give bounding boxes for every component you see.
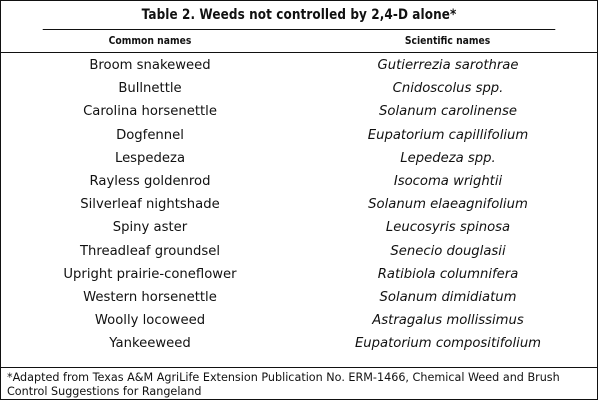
common-name-cell: Silverleaf nightshade	[80, 197, 220, 213]
table-row: Spiny aster Leucosyris spinosa	[1, 216, 597, 239]
scientific-name-cell: Eupatorium capillifolium	[367, 127, 529, 143]
header-scientific-names-cell: Scientific names	[299, 35, 597, 47]
scientific-name-cell: Lepedeza spp.	[400, 150, 496, 166]
common-name-cell: Upright prairie-coneflower	[63, 266, 237, 282]
common-name-cell: Bullnettle	[118, 81, 182, 97]
table-row: Upright prairie-coneflower Ratibiola col…	[1, 263, 597, 286]
header-scientific-names: Scientific names	[405, 35, 491, 47]
scientific-name-cell: Isocoma wrightii	[393, 174, 503, 190]
common-name-cell: Yankeeweed	[109, 336, 191, 352]
table-title: Table 2. Weeds not controlled by 2,4-D a…	[42, 1, 556, 30]
scientific-name-cell: Gutierrezia sarothrae	[377, 58, 519, 74]
table-row: Threadleaf groundsel Senecio douglasii	[1, 240, 597, 263]
table-row: Dogfennel Eupatorium capillifolium	[1, 124, 597, 147]
table-row: Broom snakeweed Gutierrezia sarothrae	[1, 54, 597, 77]
header-common-names: Common names	[108, 35, 192, 47]
table-row: Carolina horsenettle Solanum carolinense	[1, 100, 597, 123]
table-row: Yankeeweed Eupatorium compositifolium	[1, 332, 597, 355]
scientific-name-cell: Astragalus mollissimus	[372, 313, 524, 329]
common-name-cell: Lespedeza	[114, 150, 186, 166]
scientific-name-cell: Solanum carolinense	[379, 104, 517, 120]
table-row: Rayless goldenrod Isocoma wrightii	[1, 170, 597, 193]
scientific-name-cell: Ratibiola columnifera	[377, 266, 519, 282]
table-row: Bullnettle Cnidoscolus spp.	[1, 77, 597, 100]
common-name-cell: Woolly locoweed	[94, 313, 206, 329]
common-name-cell: Western horsenettle	[83, 289, 217, 305]
scientific-name-cell: Solanum elaeagnifolium	[368, 197, 528, 213]
common-name-cell: Dogfennel	[116, 127, 184, 143]
scientific-name-cell: Leucosyris spinosa	[385, 220, 511, 236]
common-name-cell: Carolina horsenettle	[83, 104, 217, 120]
scientific-name-cell: Cnidoscolus spp.	[392, 81, 504, 97]
header-common-names-cell: Common names	[1, 35, 299, 47]
common-name-cell: Threadleaf groundsel	[79, 243, 221, 259]
table-row: Lespedeza Lepedeza spp.	[1, 147, 597, 170]
table-body: Broom snakeweed Gutierrezia sarothrae Bu…	[1, 53, 597, 355]
common-name-cell: Rayless goldenrod	[89, 174, 211, 190]
table-row: Silverleaf nightshade Solanum elaeagnifo…	[1, 193, 597, 216]
table-header-row: Common names Scientific names	[1, 30, 597, 53]
table-row: Woolly locoweed Astragalus mollissimus	[1, 309, 597, 332]
common-name-cell: Spiny aster	[112, 220, 188, 236]
table-row: Western horsenettle Solanum dimidiatum	[1, 286, 597, 309]
scientific-name-cell: Eupatorium compositifolium	[354, 336, 542, 352]
scientific-name-cell: Solanum dimidiatum	[379, 289, 517, 305]
scientific-name-cell: Senecio douglasii	[390, 243, 506, 259]
table-footnote: *Adapted from Texas A&M AgriLife Extensi…	[1, 367, 597, 398]
common-name-cell: Broom snakeweed	[89, 58, 211, 74]
